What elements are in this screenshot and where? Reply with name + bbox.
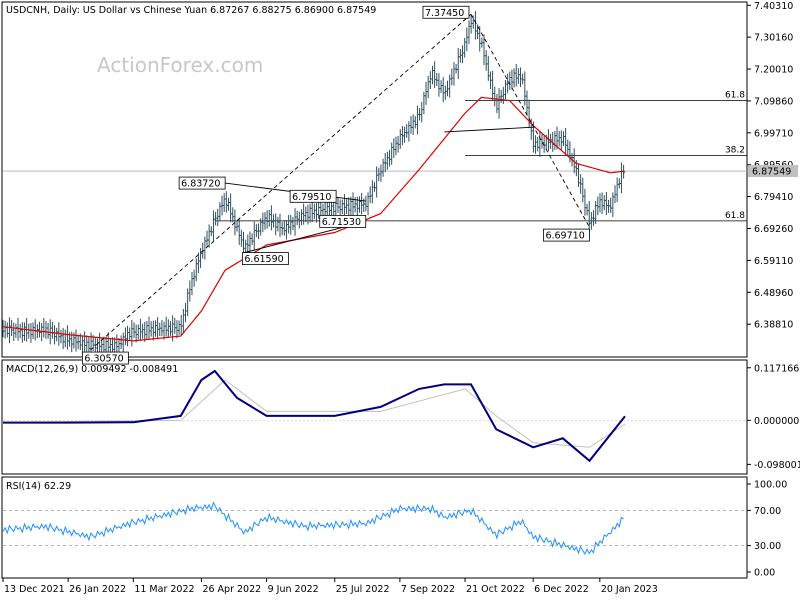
x-axis-tick-label: 26 Apr 2022 <box>202 584 261 595</box>
fib-level-label: 38.2 <box>725 145 745 155</box>
price-annotation-box <box>178 176 226 190</box>
price-y-tick-label: 7.30160 <box>754 33 793 44</box>
macd-y-tick-label: -0.098001 <box>754 460 800 471</box>
x-axis-tick-label: 7 Sep 2022 <box>401 584 455 595</box>
price-annotation-label: 7.37450 <box>425 8 464 19</box>
x-axis-tick-label: 11 Mar 2022 <box>134 584 194 595</box>
price-y-tick-label: 7.09860 <box>754 96 793 107</box>
rsi-y-tick-label: 30.00 <box>754 541 781 552</box>
macd-y-tick-label: 0.117166 <box>754 363 799 374</box>
x-axis-tick-label: 6 Dec 2022 <box>534 584 589 595</box>
rsi-line <box>2 501 624 556</box>
price-annotation-box <box>81 351 129 365</box>
price-y-tick-label: 6.38810 <box>754 320 793 331</box>
price-annotation-label: 6.61590 <box>244 254 283 265</box>
price-y-tick-label: 7.40310 <box>754 1 793 12</box>
price-annotation-label: 6.69710 <box>545 231 584 242</box>
price-annotation-label: 6.30570 <box>84 354 123 365</box>
macd-panel-frame <box>1 359 748 475</box>
moving-average-line <box>2 96 626 342</box>
neckline <box>444 126 534 133</box>
macd-line <box>3 369 626 463</box>
price-series-layer: 61.8 38.2 61.8 7.37450 6.83720 6.79510 6.71530… <box>1 5 747 365</box>
macd-signal-line <box>2 379 626 448</box>
macd-series-layer <box>2 369 747 463</box>
rsi-y-tick-label: 100.00 <box>754 480 787 491</box>
x-axis-tick-label: 21 Oct 2022 <box>466 584 525 595</box>
rsi-y-tick-label: 70.00 <box>754 506 781 517</box>
x-axis-tick-label: 9 Jun 2022 <box>268 584 319 595</box>
rsi-y-tick-label: 0.00 <box>754 568 775 579</box>
trend-line-rise <box>90 13 472 351</box>
price-y-tick-label: 6.48960 <box>754 288 793 299</box>
price-chart-title: USDCNH, Daily: US Dollar vs Chinese Yuan… <box>6 5 376 16</box>
price-annotation-box <box>289 189 337 203</box>
trend-line-fall <box>470 14 590 228</box>
fib-level-label: 61.8 <box>725 91 745 101</box>
price-annotation-label: 6.79510 <box>292 192 331 203</box>
price-y-tick-label: 6.79410 <box>754 192 793 203</box>
price-annotation-box <box>422 5 470 19</box>
x-axis-tick-label: 26 Jan 2022 <box>69 584 126 595</box>
price-y-tick-label: 6.69260 <box>754 224 793 235</box>
x-axis-tick-label: 25 Jul 2022 <box>336 584 390 595</box>
fib-level-label: 61.8 <box>725 211 745 221</box>
price-y-tick-label: 7.20010 <box>754 65 793 76</box>
rsi-indicator-title: RSI(14) 62.29 <box>6 481 71 492</box>
price-annotation-label: 6.83720 <box>181 179 220 190</box>
last-price-tag <box>748 165 798 178</box>
price-annotation-box <box>241 252 289 266</box>
x-axis-tick-label: 20 Jan 2023 <box>601 584 658 595</box>
rsi-panel-frame <box>1 476 748 579</box>
macd-y-tick-label: 0.000000 <box>754 416 799 427</box>
last-price-tag-label: 6.87549 <box>752 167 791 178</box>
price-y-tick-label: 6.59110 <box>754 256 793 267</box>
price-y-tick-label: 6.99710 <box>754 128 793 139</box>
price-annotation-box <box>543 228 590 242</box>
watermark-text: ActionForex.com <box>97 53 263 77</box>
price-annotation-box <box>319 214 367 228</box>
price-annotation-label: 6.71530 <box>322 217 361 228</box>
x-axis-tick-label: 13 Dec 2021 <box>4 584 65 595</box>
price-panel-frame <box>1 1 748 358</box>
rsi-series-layer <box>2 501 747 556</box>
macd-indicator-title: MACD(12,26,9) 0.009492 -0.008491 <box>6 364 178 375</box>
